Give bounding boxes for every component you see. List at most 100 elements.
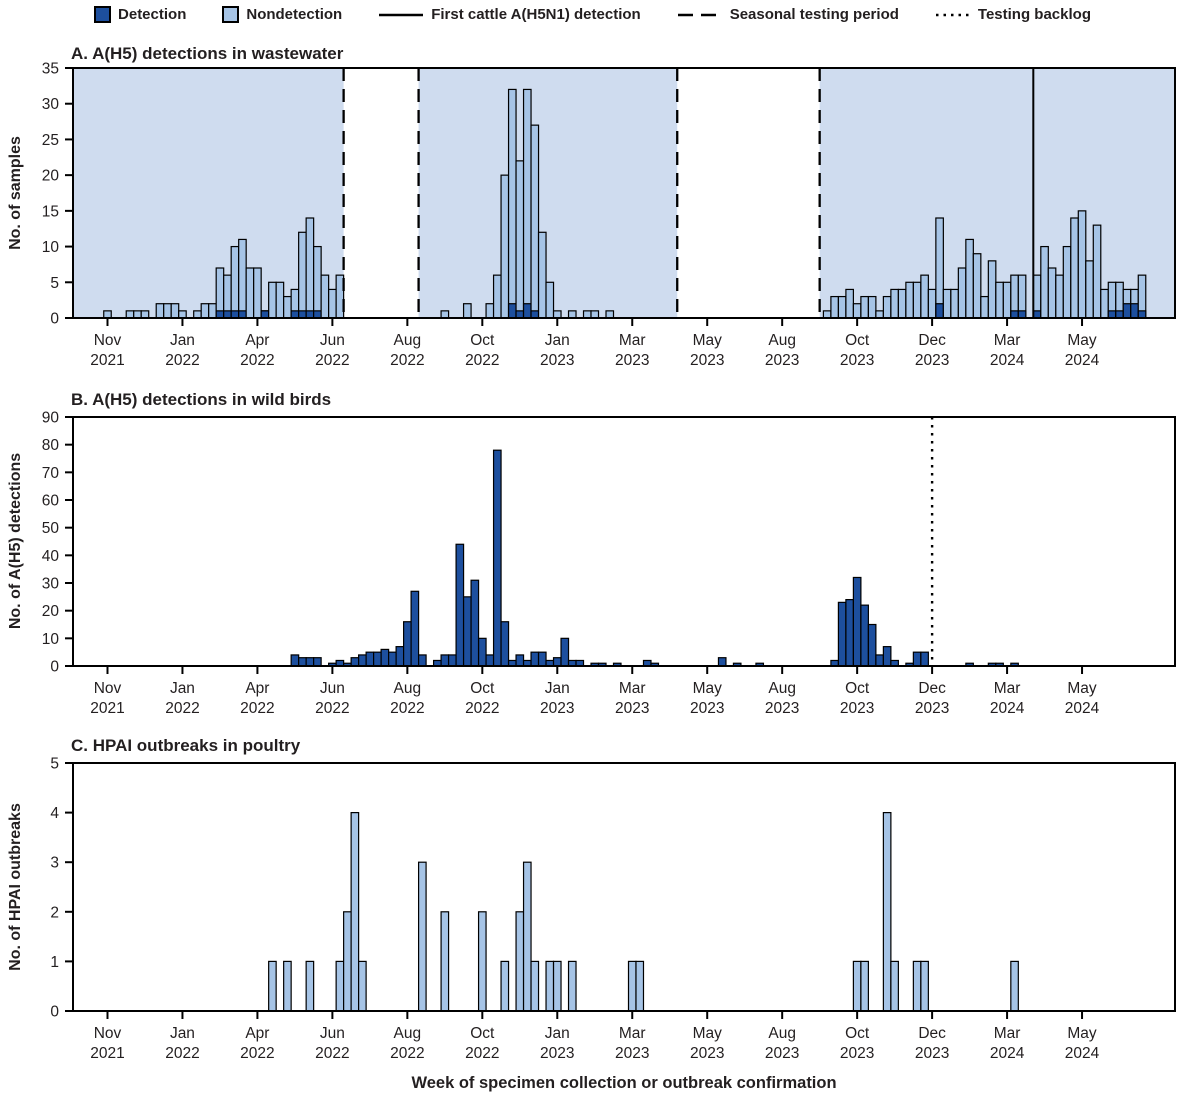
bar bbox=[837, 295, 847, 319]
x-tick-month: Oct bbox=[470, 1025, 495, 1042]
y-tick-label: 0 bbox=[50, 1004, 59, 1021]
bar bbox=[852, 960, 862, 1012]
x-tick-year: 2023 bbox=[915, 1045, 949, 1062]
bar bbox=[275, 281, 285, 319]
x-tick-month: Mar bbox=[619, 1025, 646, 1042]
bar bbox=[560, 637, 570, 667]
bar bbox=[238, 238, 247, 319]
bar bbox=[313, 245, 322, 319]
bar bbox=[417, 861, 427, 1012]
bar bbox=[1055, 274, 1064, 319]
x-tick-year: 2023 bbox=[915, 352, 949, 369]
bar-detection-segment bbox=[1107, 310, 1117, 319]
legend-label: Testing backlog bbox=[977, 6, 1091, 23]
bar bbox=[875, 654, 884, 667]
bar bbox=[1047, 267, 1057, 319]
bar bbox=[890, 288, 899, 319]
bar bbox=[462, 596, 472, 667]
bar-detection-segment bbox=[1115, 310, 1124, 319]
x-tick-year: 2022 bbox=[390, 352, 424, 369]
y-tick-label: 50 bbox=[42, 520, 60, 537]
bar bbox=[298, 231, 307, 319]
x-tick-month: Mar bbox=[994, 1025, 1021, 1042]
bar bbox=[545, 281, 555, 319]
y-tick-label: 80 bbox=[42, 437, 60, 454]
x-tick-year: 2023 bbox=[615, 352, 649, 369]
bar-detection-segment bbox=[507, 303, 517, 319]
x-tick-year: 2022 bbox=[165, 352, 199, 369]
bar-detection-segment bbox=[298, 310, 307, 319]
panel-a-title: A. A(H5) detections in wastewater bbox=[71, 44, 344, 63]
x-tick-month: Dec bbox=[918, 1025, 946, 1042]
bar-detection-segment bbox=[1017, 310, 1027, 319]
panel-c-title: C. HPAI outbreaks in poultry bbox=[71, 736, 301, 755]
bar bbox=[845, 598, 854, 667]
x-tick-month: Jan bbox=[170, 1025, 195, 1042]
bar bbox=[178, 310, 187, 319]
x-tick-year: 2022 bbox=[240, 700, 274, 717]
bar bbox=[440, 911, 450, 1012]
solid-line-swatch-icon bbox=[379, 13, 424, 16]
y-tick-label: 30 bbox=[42, 576, 60, 593]
bar bbox=[897, 288, 907, 319]
bar bbox=[477, 637, 487, 667]
bar bbox=[500, 174, 510, 319]
y-tick-label: 15 bbox=[42, 203, 59, 220]
bar bbox=[492, 274, 502, 319]
bar-detection-segment bbox=[290, 310, 300, 319]
bar bbox=[328, 288, 337, 319]
x-tick-year: 2023 bbox=[840, 1045, 874, 1062]
bar-detection-segment bbox=[1130, 303, 1139, 319]
bar bbox=[253, 267, 262, 319]
bar bbox=[927, 288, 937, 319]
x-tick-month: Oct bbox=[470, 680, 495, 697]
bar bbox=[567, 960, 577, 1012]
bar bbox=[290, 654, 300, 667]
bar bbox=[515, 654, 525, 667]
bar bbox=[972, 253, 982, 319]
plot-frame bbox=[72, 762, 1176, 1012]
x-tick-year: 2023 bbox=[765, 1045, 799, 1062]
y-tick-label: 10 bbox=[42, 631, 60, 648]
y-tick-label: 4 bbox=[50, 805, 59, 822]
x-tick-year: 2024 bbox=[990, 1045, 1025, 1062]
bar bbox=[980, 295, 989, 319]
x-tick-year: 2022 bbox=[240, 1045, 274, 1062]
x-tick-year: 2023 bbox=[540, 700, 574, 717]
x-tick-year: 2024 bbox=[1065, 1045, 1100, 1062]
bar bbox=[283, 295, 292, 319]
x-axis-title: Week of specimen collection or outbreak … bbox=[411, 1074, 837, 1092]
x-tick-month: May bbox=[1067, 1025, 1097, 1042]
bar bbox=[567, 310, 577, 319]
panel-a-ylabel: No. of samples bbox=[7, 136, 24, 250]
x-tick-month: May bbox=[1067, 332, 1097, 349]
bar bbox=[582, 310, 592, 319]
bar bbox=[522, 861, 532, 1012]
legend-item-testing-backlog: Testing backlog bbox=[935, 6, 1091, 23]
dashed-line-swatch-icon bbox=[677, 13, 722, 16]
bar-detection-segment bbox=[238, 310, 247, 319]
plot-frame bbox=[72, 67, 1176, 319]
bar bbox=[537, 651, 547, 667]
x-tick-month: Apr bbox=[245, 1025, 269, 1042]
y-tick-label: 3 bbox=[50, 855, 59, 872]
x-tick-month: Jun bbox=[320, 680, 345, 697]
bar bbox=[1070, 217, 1079, 319]
bar bbox=[912, 651, 922, 667]
y-tick-label: 70 bbox=[42, 465, 60, 482]
x-tick-month: Jan bbox=[545, 1025, 570, 1042]
bar bbox=[335, 960, 345, 1012]
bar bbox=[830, 295, 840, 319]
bar bbox=[552, 310, 562, 319]
x-tick-month: Jan bbox=[170, 680, 195, 697]
panel-c: 0 1 2 3 4 5 Nov 2021 Jan 2022 Apr 2022 Jun 2022 Aug 202… bbox=[50, 756, 1176, 1062]
bar bbox=[155, 303, 165, 319]
y-tick-label: 40 bbox=[42, 548, 60, 565]
y-tick-label: 1 bbox=[50, 954, 59, 971]
legend: Detection Nondetection First cattle A(H5… bbox=[0, 6, 1185, 23]
bar-detection-segment bbox=[223, 310, 232, 319]
legend-item-detection: Detection bbox=[94, 6, 186, 23]
x-tick-month: Nov bbox=[94, 1025, 122, 1042]
x-tick-month: Aug bbox=[394, 680, 422, 697]
